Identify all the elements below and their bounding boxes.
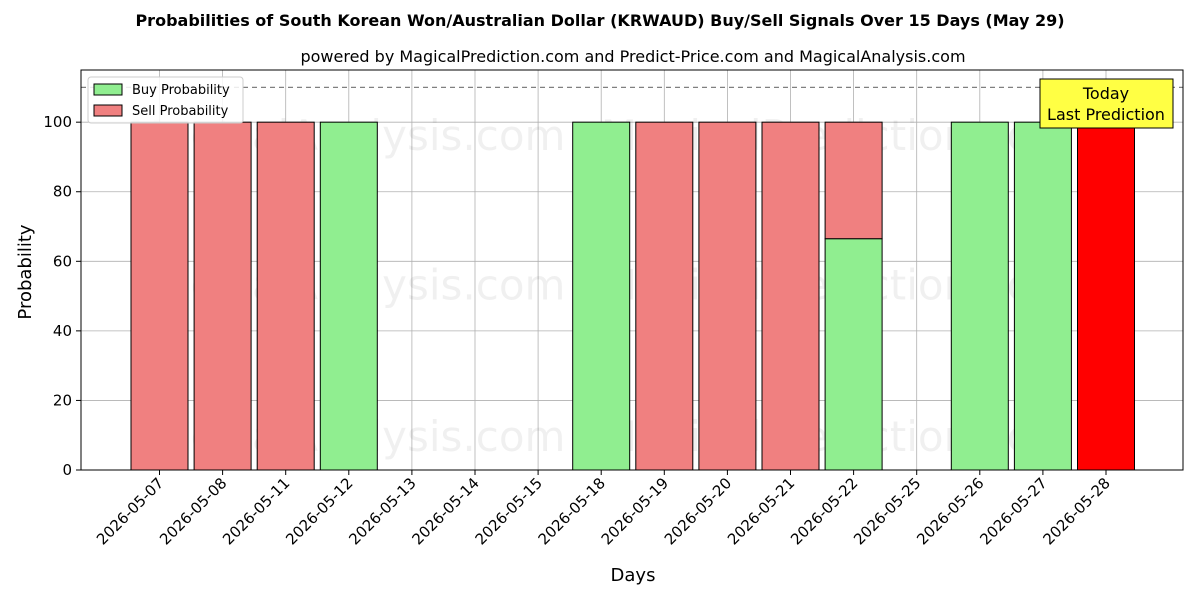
legend: Buy Probability Sell Probability [87, 76, 244, 124]
x-tick-label: 2026-05-14 [408, 474, 482, 548]
x-tick-label: 2026-05-13 [345, 474, 419, 548]
annotation-box [1039, 78, 1174, 129]
y-tick-label: 60 [53, 252, 72, 270]
x-tick-label: 2026-05-20 [661, 474, 735, 548]
y-tick-label: 40 [53, 322, 72, 340]
today-annotation: Today Last Prediction [1039, 78, 1174, 129]
y-axis-label: Probability [15, 224, 36, 319]
y-tick-label: 0 [62, 461, 72, 479]
bar-sell-2026-05-11 [256, 121, 315, 471]
x-tick-label: 2026-05-26 [913, 474, 987, 548]
bar-sell-2026-05-21 [761, 121, 820, 471]
bar-sell-2026-05-28 [1077, 121, 1135, 471]
plot-frame [80, 69, 1184, 471]
bar-buy-2026-05-22 [824, 238, 883, 471]
chart-subtitle: powered by MagicalPrediction.com and Pre… [300, 47, 965, 66]
x-tick-label: 2026-05-08 [156, 474, 230, 548]
x-tick-label: 2026-05-18 [535, 474, 609, 548]
x-tick-label: 2026-05-07 [93, 474, 167, 548]
legend-label: Buy Probability [132, 83, 230, 98]
x-tick-label: 2026-05-21 [724, 474, 798, 548]
bar-buy-2026-05-12 [319, 121, 378, 471]
bar-sell-2026-05-07 [130, 121, 189, 471]
y-tick-label: 80 [53, 183, 72, 201]
bar-buy-2026-05-18 [572, 121, 631, 471]
bar-sell-2026-05-22 [824, 121, 883, 240]
x-tick-label: 2026-05-19 [598, 474, 672, 548]
bar-buy-2026-05-27 [1013, 121, 1072, 471]
bar-buy-2026-05-26 [950, 121, 1009, 471]
chart-title: Probabilities of South Korean Won/Austra… [135, 11, 1064, 30]
annotation-text: Last Prediction [1047, 105, 1165, 124]
x-tick-label: 2026-05-12 [282, 474, 356, 548]
x-tick-label: 2026-05-28 [1039, 474, 1113, 548]
bar-layer [130, 121, 1135, 471]
y-tick-label: 20 [53, 391, 72, 409]
x-tick-label: 2026-05-11 [219, 474, 293, 548]
x-axis-label: Days [611, 565, 656, 586]
bar-sell-2026-05-20 [698, 121, 757, 471]
y-tick-label: 100 [43, 113, 72, 131]
bar-sell-2026-05-08 [193, 121, 252, 471]
legend-box [87, 76, 244, 124]
annotation-text: Today [1082, 84, 1129, 103]
bar-sell-2026-05-19 [635, 121, 694, 471]
x-tick-label: 2026-05-27 [976, 474, 1050, 548]
y-axis-ticks: 0 20 40 60 80 100 [43, 113, 81, 479]
x-tick-label: 2026-05-22 [787, 474, 861, 548]
x-tick-label: 2026-05-15 [472, 474, 546, 548]
legend-swatch [93, 104, 123, 117]
legend-label: Sell Probability [132, 104, 229, 119]
x-axis-ticks: 2026-05-072026-05-082026-05-112026-05-12… [93, 470, 1114, 548]
x-tick-label: 2026-05-25 [850, 474, 924, 548]
legend-swatch [93, 83, 123, 96]
